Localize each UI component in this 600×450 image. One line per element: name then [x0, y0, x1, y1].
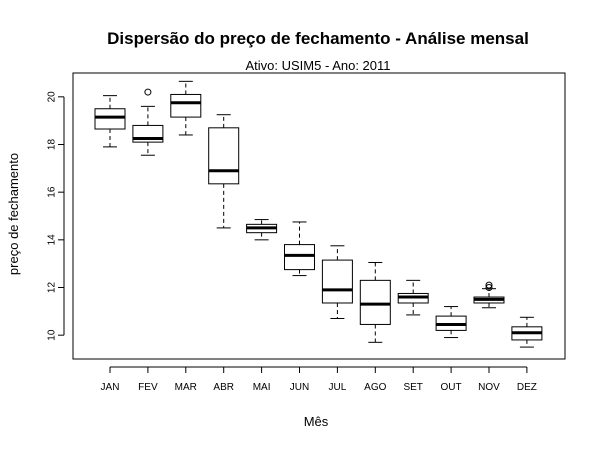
x-tick-label: FEV	[138, 382, 158, 393]
box-set	[397, 279, 429, 316]
y-tick-label: 12	[47, 282, 58, 294]
iqr-box	[170, 93, 202, 118]
y-axis-label: preço de fechamento	[6, 153, 21, 275]
x-axis-label: Mês	[304, 414, 329, 429]
box-mar	[170, 80, 202, 136]
x-tick-label: JUN	[290, 382, 309, 393]
iqr-box	[284, 244, 315, 271]
box-nov	[473, 281, 505, 309]
x-tick-label: ABR	[213, 382, 234, 393]
iqr-box	[359, 279, 391, 325]
x-tick-label: MAI	[253, 382, 271, 393]
outlier-point	[485, 284, 493, 291]
box-series	[94, 80, 543, 348]
x-tick-label: OUT	[441, 382, 462, 393]
x-tick-label: SET	[403, 382, 422, 393]
y-tick-label: 20	[47, 91, 58, 103]
y-tick-label: 14	[47, 234, 58, 246]
x-tick-label: NOV	[478, 382, 500, 393]
x-tick-label: DEZ	[517, 382, 537, 393]
y-tick-label: 18	[47, 139, 58, 151]
box-jun	[284, 221, 315, 277]
box-abr	[208, 114, 240, 229]
x-tick-label: AGO	[364, 382, 386, 393]
x-tick-label: JUL	[329, 382, 347, 393]
plot-frame	[72, 72, 566, 360]
box-ago	[359, 261, 391, 343]
x-tick-label: JAN	[101, 382, 120, 393]
x-tick-label: MAR	[175, 382, 197, 393]
x-axis: JAN FEV MAR ABR MAI JUN JUL AGO SET OUT NOV DEZ	[101, 366, 537, 393]
box-jan	[94, 95, 126, 148]
chart-subtitle: Ativo: USIM5 - Ano: 2011	[246, 58, 391, 73]
y-axis: 10 12 14 16 18 20	[47, 91, 65, 341]
box-mai	[246, 219, 278, 241]
box-dez	[511, 316, 543, 348]
iqr-box	[94, 108, 126, 130]
y-tick-label: 10	[47, 329, 58, 341]
y-tick-label: 16	[47, 186, 58, 198]
outlier-point	[485, 281, 493, 289]
box-jul	[321, 245, 353, 319]
iqr-box	[321, 259, 353, 304]
outlier-point	[144, 88, 152, 96]
box-fev	[132, 88, 164, 156]
chart-title: Dispersão do preço de fechamento - Análi…	[107, 29, 529, 48]
iqr-box	[208, 127, 240, 185]
box-out	[435, 306, 467, 339]
